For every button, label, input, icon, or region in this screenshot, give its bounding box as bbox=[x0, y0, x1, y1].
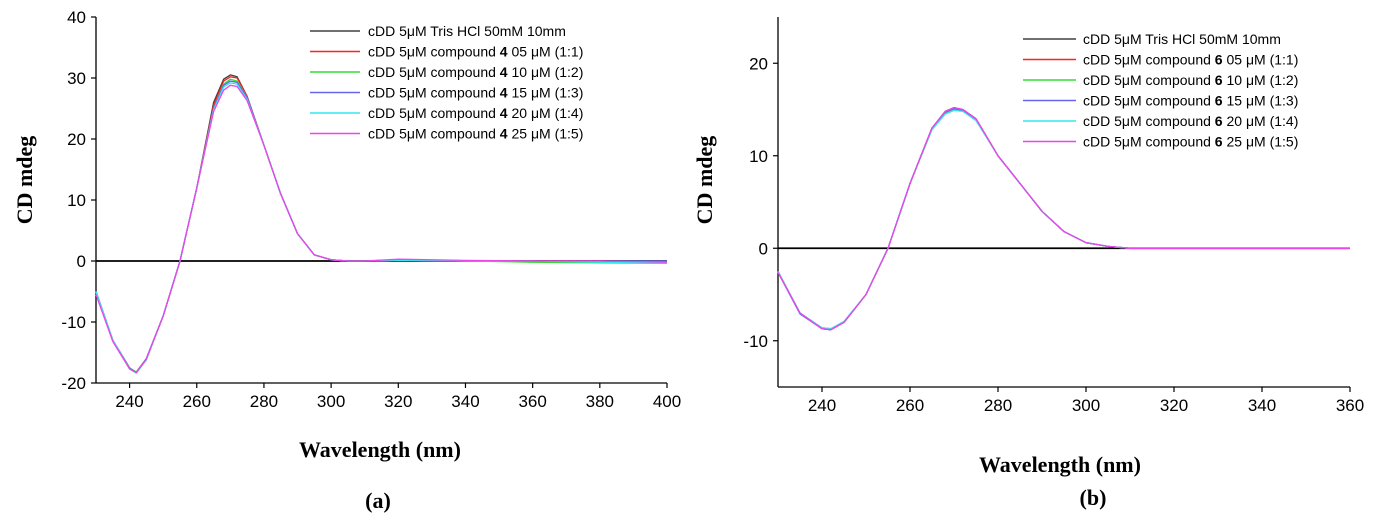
legend: cDD 5μM Tris HCl 50mM 10mm cDD 5μM compou… bbox=[310, 23, 583, 142]
panel-label: (a) bbox=[365, 488, 391, 513]
y-axis-title: CD mdeg bbox=[692, 136, 717, 225]
series-line-6 bbox=[95, 84, 668, 374]
legend-label: cDD 5μM compound 4 20 μM (1:4) bbox=[368, 105, 583, 121]
legend-label: cDD 5μM compound 6 05 μM (1:1) bbox=[1083, 52, 1298, 68]
x-tick-label: 260 bbox=[183, 392, 211, 411]
series-line-2 bbox=[95, 76, 668, 373]
x-tick-label: 340 bbox=[1248, 396, 1276, 415]
legend-label: cDD 5μM compound 4 05 μM (1:1) bbox=[368, 44, 583, 60]
y-tick-label: -10 bbox=[61, 313, 86, 332]
legend-label: cDD 5μM compound 6 10 μM (1:2) bbox=[1083, 72, 1298, 88]
y-tick-label: -20 bbox=[61, 374, 86, 393]
x-tick-label: 240 bbox=[808, 396, 836, 415]
x-tick-label: 300 bbox=[317, 392, 345, 411]
x-tick-label: 380 bbox=[586, 392, 614, 411]
x-tick-label: 360 bbox=[1336, 396, 1364, 415]
y-tick-label: 30 bbox=[67, 69, 86, 88]
x-tick-label: 240 bbox=[115, 392, 143, 411]
legend-label: cDD 5μM compound 4 10 μM (1:2) bbox=[368, 64, 583, 80]
legend-label: cDD 5μM compound 6 15 μM (1:3) bbox=[1083, 93, 1298, 109]
panel-label: (b) bbox=[1080, 485, 1107, 510]
y-tick-label: -10 bbox=[743, 332, 768, 351]
series-line-6 bbox=[777, 106, 1350, 331]
legend-label: cDD 5μM compound 6 25 μM (1:5) bbox=[1083, 134, 1298, 150]
x-tick-label: 280 bbox=[984, 396, 1012, 415]
x-tick-label: 320 bbox=[384, 392, 412, 411]
legend: cDD 5μM Tris HCl 50mM 10mm cDD 5μM compou… bbox=[1023, 31, 1298, 150]
y-tick-label: 40 bbox=[67, 8, 86, 27]
y-tick-label: 0 bbox=[77, 252, 86, 271]
chart-panel-b: -10 0 10 20 240 260 280 300 320 340 360 cDD 5μM Tri… bbox=[692, 17, 1364, 510]
x-tick-label: 300 bbox=[1072, 396, 1100, 415]
chart-panel-a: -20 -10 0 10 20 30 40 240 260 280 300 320 340 360 380 4… bbox=[12, 8, 681, 513]
y-tick-label: 10 bbox=[67, 191, 86, 210]
legend-label: cDD 5μM Tris HCl 50mM 10mm bbox=[368, 23, 566, 39]
y-tick-label: 20 bbox=[67, 130, 86, 149]
x-axis-title: Wavelength (nm) bbox=[979, 452, 1141, 477]
x-tick-label: 360 bbox=[518, 392, 546, 411]
x-tick-label: 280 bbox=[250, 392, 278, 411]
legend-label: cDD 5μM compound 6 20 μM (1:4) bbox=[1083, 113, 1298, 129]
x-tick-label: 320 bbox=[1160, 396, 1188, 415]
legend-label: cDD 5μM compound 4 15 μM (1:3) bbox=[368, 85, 583, 101]
x-axis-title: Wavelength (nm) bbox=[299, 437, 461, 462]
x-tick-label: 260 bbox=[896, 396, 924, 415]
y-tick-label: 0 bbox=[759, 239, 768, 258]
y-axis-title: CD mdeg bbox=[12, 136, 37, 225]
legend-label: cDD 5μM Tris HCl 50mM 10mm bbox=[1083, 31, 1281, 47]
y-tick-label: 10 bbox=[749, 147, 768, 166]
series-line-3 bbox=[95, 78, 668, 373]
x-tick-label: 340 bbox=[451, 392, 479, 411]
legend-label: cDD 5μM compound 4 25 μM (1:5) bbox=[368, 126, 583, 142]
x-tick-label: 400 bbox=[653, 392, 681, 411]
y-tick-label: 20 bbox=[749, 54, 768, 73]
